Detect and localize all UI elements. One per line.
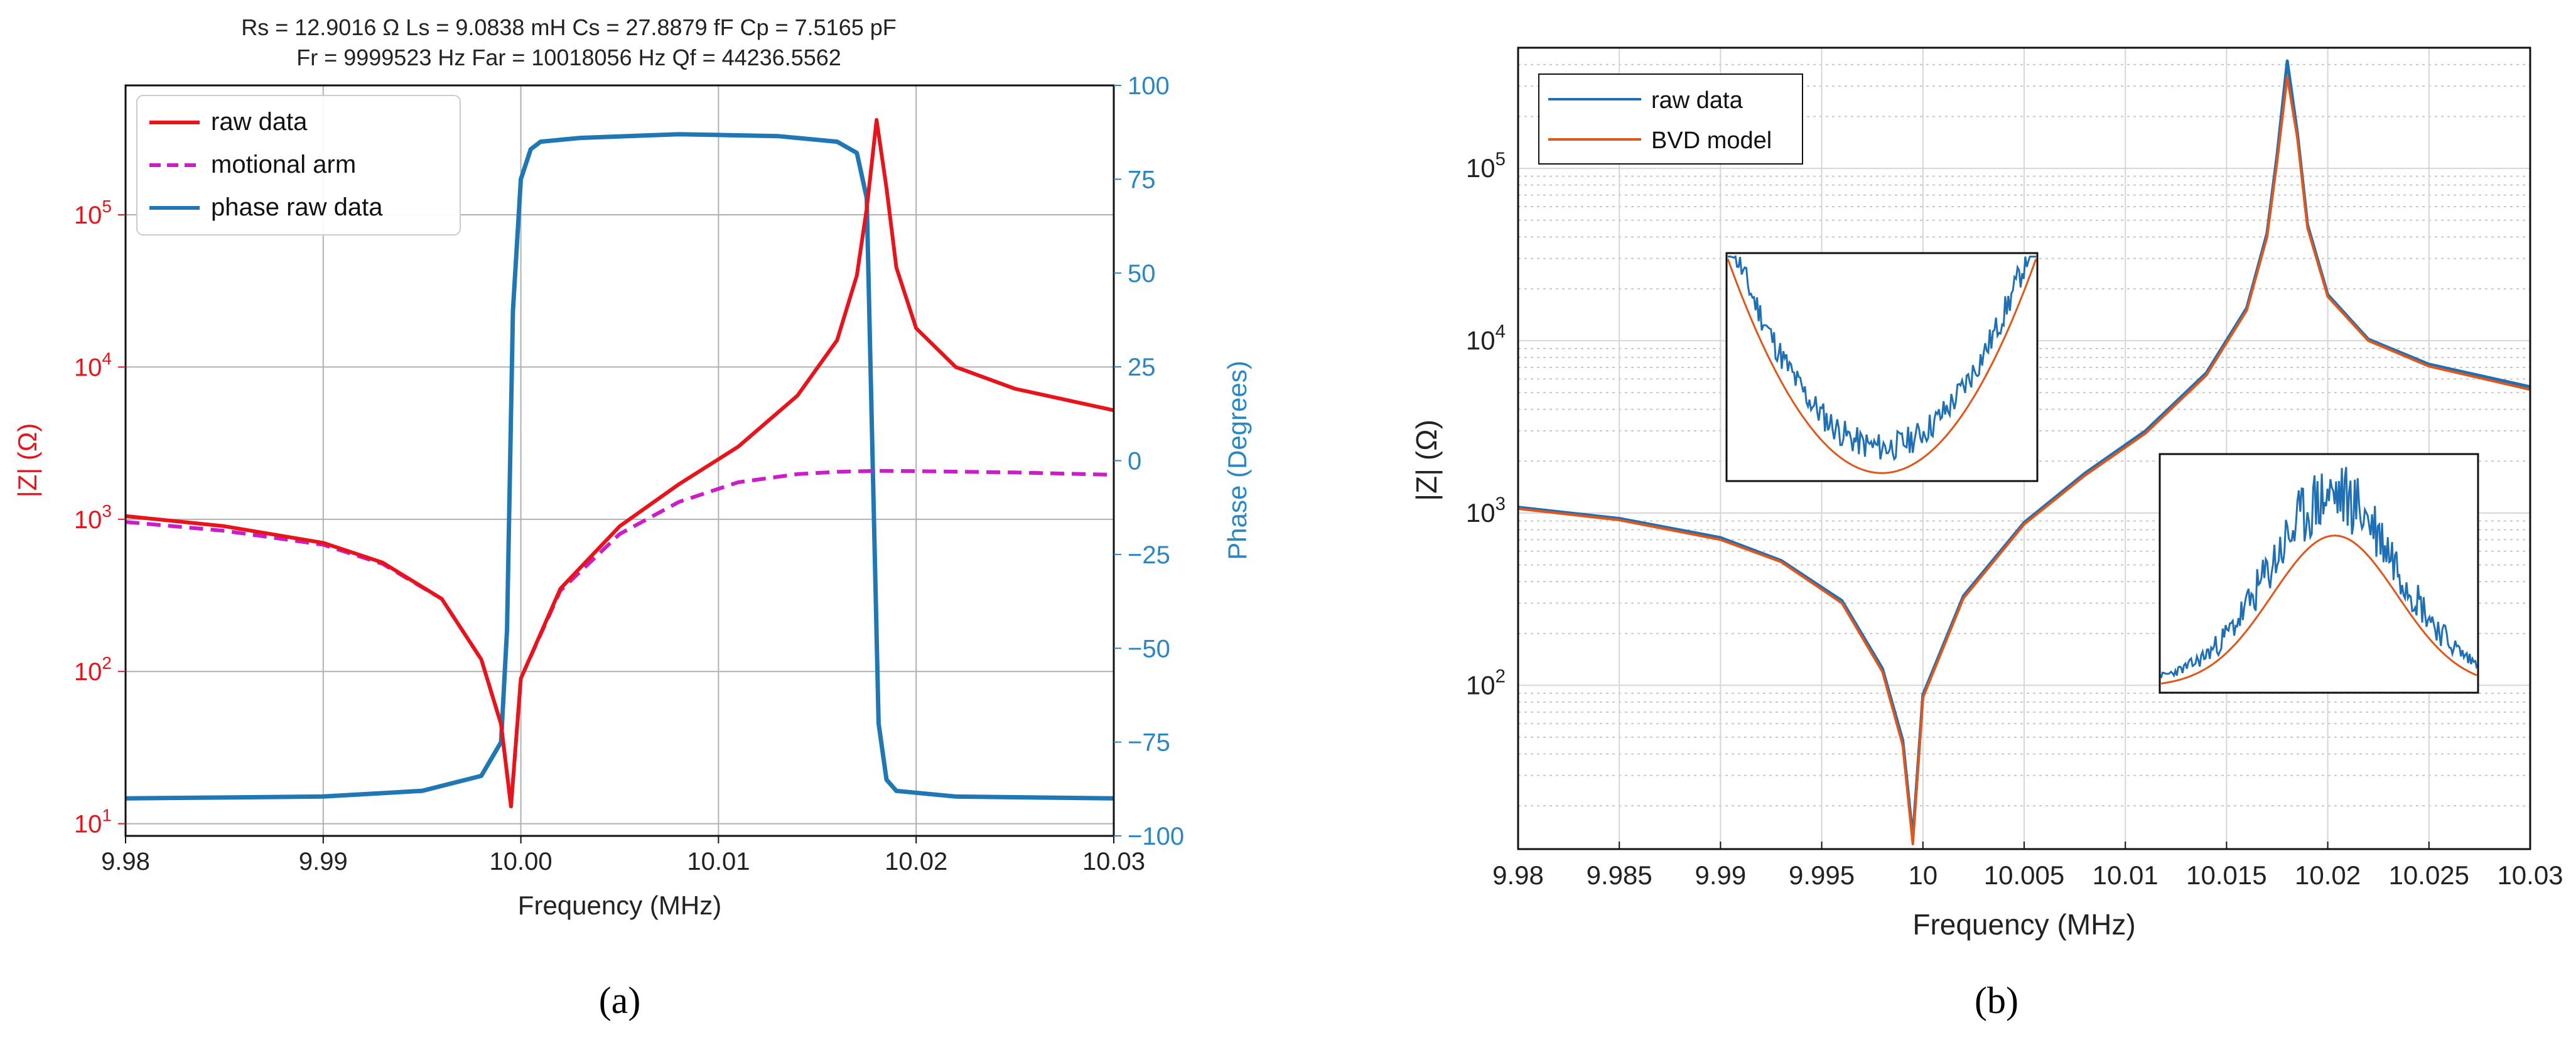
panel-a-ytick-right-label: 100 — [1128, 72, 1170, 100]
panel-a-legend-box — [136, 95, 461, 236]
panel-b-xtick-label: 10.03 — [2497, 860, 2563, 890]
inset-resonance-min — [1725, 252, 2039, 482]
panel-a-header-line1: Rs = 12.9016 Ω Ls = 9.0838 mH Cs = 27.88… — [241, 14, 897, 40]
panel-a-ytick-right-label: −50 — [1128, 635, 1170, 663]
panel-a-ytick-right-label: 25 — [1128, 354, 1156, 381]
panel-a-xlabel: Frequency (MHz) — [518, 891, 721, 920]
panel-b-xtick-label: 10.015 — [2186, 860, 2266, 890]
panel-b-xtick-label: 9.985 — [1587, 860, 1652, 890]
inset-antiresonance-peak — [2158, 453, 2479, 694]
panel-b-xlabel: Frequency (MHz) — [1912, 908, 2135, 941]
panel-a-series-phase-raw-data — [126, 132, 1114, 801]
panel-a-ylabel-right: Phase (Degrees) — [1222, 360, 1252, 560]
inset-peak-frame — [2158, 453, 2479, 694]
panel-b-legend-box — [1538, 73, 1803, 165]
panel-a-header-line2: Fr = 9999523 Hz Far = 10018056 Hz Qf = 4… — [296, 45, 841, 70]
panel-a-ytick-right-label: −100 — [1128, 823, 1184, 850]
inset-peak-raw-data-line — [2160, 467, 2478, 679]
panel-b-xtick-label: 10.01 — [2093, 860, 2158, 890]
inset-min-curves — [1727, 255, 2037, 474]
panel-b: 9.98 9.985 9.99 9.995 10 10.005 10.01 10.015 10.… — [1410, 46, 2563, 1021]
panel-a-xtick-label: 9.98 — [101, 848, 150, 875]
inset-peak-bvd-model-line — [2160, 534, 2477, 685]
panel-a-xtick-label: 10.01 — [687, 848, 750, 875]
legend-label-raw-data: raw data — [211, 108, 308, 136]
panel-a-ytick-left-label: 103 — [74, 501, 112, 534]
inset-min-frame — [1725, 252, 2039, 482]
panel-a-legend: raw data motional arm phase raw data — [136, 95, 461, 236]
panel-a-ytick-right-label: 50 — [1128, 260, 1156, 288]
panel-a-series-raw-data — [126, 118, 1114, 808]
panel-b-xtick-label: 9.99 — [1695, 860, 1747, 890]
panel-a-ytick-left-label: 102 — [74, 653, 112, 686]
panel-b-ytick-label: 102 — [1466, 666, 1506, 700]
panel-b-xtick-label: 9.995 — [1789, 860, 1855, 890]
panel-a-ytick-right-label: 0 — [1128, 448, 1141, 475]
panel-a-xtick-label: 9.99 — [299, 848, 348, 875]
panel-b-ytick-label: 103 — [1466, 494, 1506, 528]
inset-peak-curves — [2160, 467, 2478, 685]
panel-b-ytick-label: 105 — [1466, 149, 1506, 183]
panel-b-xtick-label: 9.98 — [1492, 860, 1544, 890]
panel-a-ticks: 9.98 9.99 10.00 10.01 10.02 10.03 101 102 103 104… — [74, 72, 1184, 875]
panel-b-legend: raw data BVD model — [1538, 73, 1803, 165]
panel-a-ytick-left-label: 101 — [74, 806, 112, 838]
panel-a-label: (a) — [599, 980, 641, 1021]
panel-a-ytick-right-label: −75 — [1128, 729, 1170, 757]
panel-a-series-motional-arm — [126, 469, 1114, 808]
panel-a: Rs = 12.9016 Ω Ls = 9.0838 mH Cs = 27.88… — [13, 14, 1252, 1021]
panel-a-ytick-right-label: −25 — [1128, 541, 1170, 569]
panel-b-xtick-label: 10 — [1908, 860, 1937, 890]
panel-a-ytick-right-label: 75 — [1128, 166, 1156, 193]
panel-b-ticks: 9.98 9.985 9.99 9.995 10 10.005 10.01 10.015 10.… — [1466, 149, 2563, 890]
panel-b-series-BVD-model — [1518, 75, 2530, 845]
panel-b-series — [1518, 59, 2530, 845]
legend-label-bvd-model: BVD model — [1651, 127, 1772, 154]
panel-b-label: (b) — [1975, 980, 2018, 1021]
panel-a-xtick-label: 10.02 — [885, 848, 947, 875]
panel-a-xtick-label: 10.03 — [1082, 848, 1145, 875]
panel-a-series — [126, 118, 1114, 808]
panel-a-xtick-label: 10.00 — [490, 848, 552, 875]
legend-label-phase-raw-data: phase raw data — [211, 193, 383, 221]
panel-a-ylabel-left: |Z| (Ω) — [13, 423, 42, 498]
panel-b-xtick-label: 10.02 — [2295, 860, 2361, 890]
inset-min-bvd-model-line — [1727, 258, 2037, 474]
panel-b-xtick-label: 10.005 — [1984, 860, 2064, 890]
panel-a-ytick-left-label: 104 — [74, 349, 112, 381]
panel-b-ytick-label: 104 — [1466, 322, 1506, 355]
panel-b-xtick-label: 10.025 — [2389, 860, 2469, 890]
inset-min-raw-data-line — [1728, 255, 2036, 462]
panel-b-ylabel: |Z| (Ω) — [1410, 420, 1443, 501]
panel-a-ytick-left-label: 105 — [74, 197, 112, 229]
legend-label-motional-arm: motional arm — [211, 151, 356, 178]
legend-label-b-raw-data: raw data — [1651, 87, 1743, 114]
